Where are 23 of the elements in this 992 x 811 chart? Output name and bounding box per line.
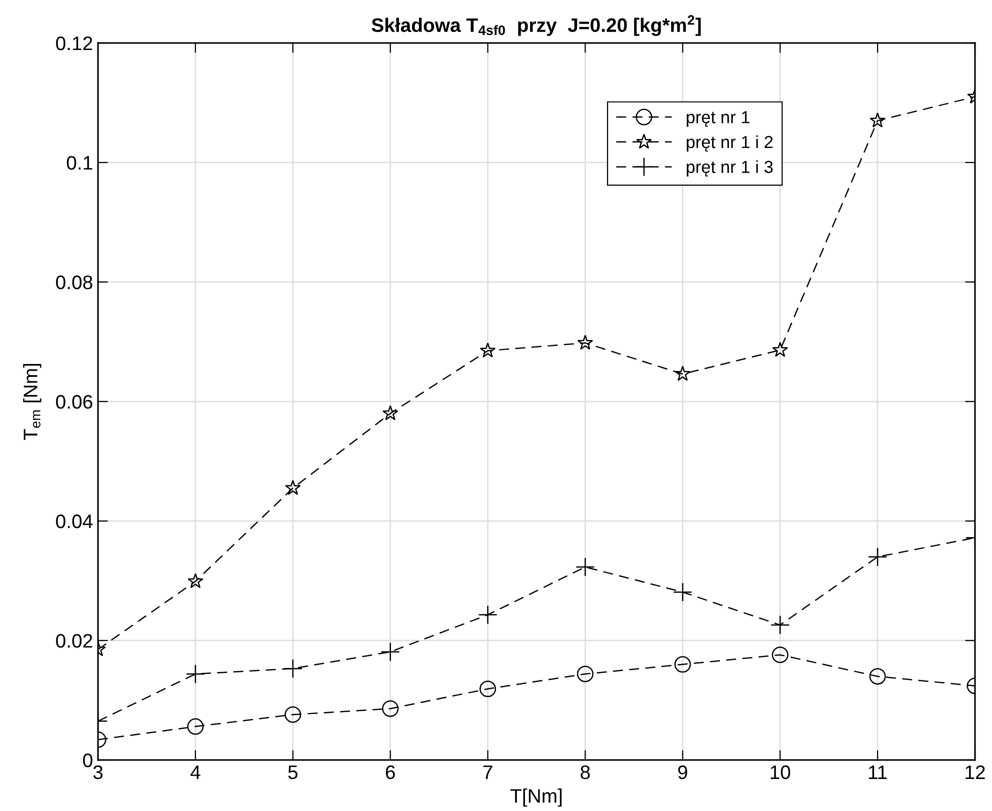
x-tick-label: 8 [580, 765, 590, 780]
y-axis-title: T$_{em}$ [Nm] [23, 364, 42, 440]
y-tick-label: 0.08 [56, 275, 92, 290]
y-tick-label: 0.1 [66, 156, 92, 170]
x-tick-label: 5 [288, 766, 298, 780]
x-tick-label: 6 [386, 765, 395, 780]
y-tick-label: 0.04 [56, 514, 93, 528]
x-tick-label: 12 [966, 765, 985, 779]
x-tick-label: 3 [93, 765, 103, 780]
legend-label: pręt nr 1 i 3 [686, 160, 773, 177]
x-axis-title: T[Nm] [510, 788, 562, 807]
x-tick-label: 4 [190, 766, 200, 779]
chart-title: Składowa T$_{4sf0}$ przy J=0.20 [kg*m$^{2}$] [372, 15, 701, 36]
x-tick-label: 7 [483, 766, 492, 779]
y-tick-label: 0 [83, 753, 92, 768]
x-tick-label: 11 [868, 766, 887, 779]
y-tick-label: 0.12 [56, 36, 92, 50]
x-tick-label: 9 [678, 765, 688, 780]
x-tick-label: 10 [770, 765, 790, 780]
legend-label: pręt nr 1 i 2 [686, 135, 773, 152]
y-tick-label: 0.02 [56, 634, 92, 648]
y-tick-label: 0.06 [56, 394, 92, 409]
legend-label: pręt nr 1 [686, 111, 750, 127]
